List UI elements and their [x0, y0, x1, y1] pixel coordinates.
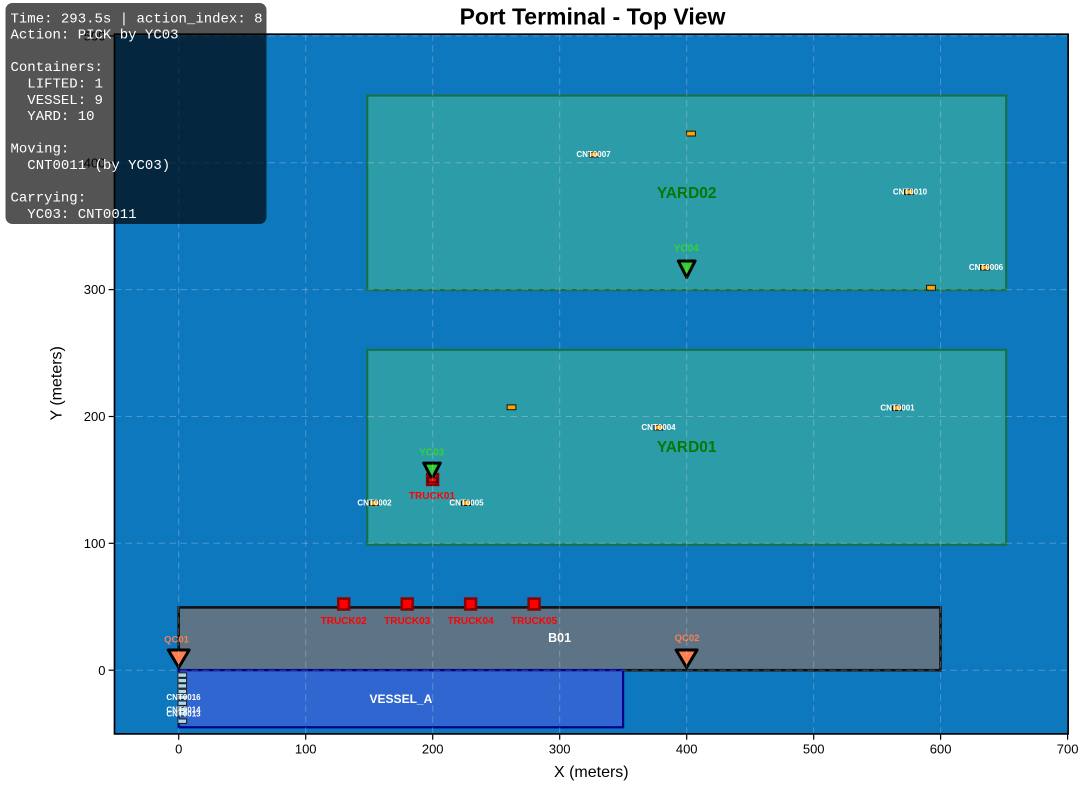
svg-text:YARD: 10: YARD: 10 — [11, 109, 95, 125]
svg-text:TRUCK04: TRUCK04 — [448, 616, 495, 627]
svg-text:CNT0016: CNT0016 — [166, 693, 201, 702]
svg-text:TRUCK02: TRUCK02 — [321, 616, 368, 627]
svg-text:TRUCK01: TRUCK01 — [409, 491, 456, 502]
svg-text:CNT0011 (by YC03): CNT0011 (by YC03) — [11, 158, 171, 174]
svg-text:400: 400 — [676, 742, 698, 757]
svg-text:X (meters): X (meters) — [554, 764, 629, 781]
svg-text:B01: B01 — [548, 631, 571, 645]
svg-text:Carrying:: Carrying: — [11, 191, 87, 207]
svg-text:TRUCK05: TRUCK05 — [511, 616, 558, 627]
svg-text:Containers:: Containers: — [11, 60, 103, 76]
svg-text:VESSEL: 9: VESSEL: 9 — [11, 93, 103, 109]
svg-text:Action: PICK by YC03: Action: PICK by YC03 — [11, 28, 179, 44]
svg-text:YC03: YC03 — [419, 448, 444, 459]
svg-text:CNT0006: CNT0006 — [969, 263, 1004, 272]
svg-text:CNT0007: CNT0007 — [576, 150, 611, 159]
svg-text:300: 300 — [84, 282, 106, 297]
svg-text:600: 600 — [930, 742, 952, 757]
svg-text:TRUCK03: TRUCK03 — [384, 616, 431, 627]
svg-text:QC02: QC02 — [675, 633, 700, 644]
svg-text:500: 500 — [803, 742, 825, 757]
svg-text:QC01: QC01 — [164, 635, 190, 646]
svg-text:YARD01: YARD01 — [657, 439, 717, 456]
svg-text:CNT0001: CNT0001 — [880, 404, 915, 413]
svg-text:LIFTED: 1: LIFTED: 1 — [11, 77, 103, 93]
svg-text:300: 300 — [549, 742, 571, 757]
svg-text:100: 100 — [295, 742, 317, 757]
svg-text:Moving:: Moving: — [11, 142, 70, 158]
svg-text:200: 200 — [84, 409, 106, 424]
svg-text:Y (meters): Y (meters) — [49, 346, 66, 420]
svg-text:CNT0010: CNT0010 — [893, 188, 928, 197]
svg-text:YARD02: YARD02 — [657, 185, 717, 202]
svg-text:0: 0 — [175, 742, 182, 757]
svg-text:100: 100 — [84, 536, 106, 551]
svg-text:CNT0004: CNT0004 — [641, 423, 676, 432]
svg-text:VESSEL_A: VESSEL_A — [370, 692, 433, 706]
svg-text:YC04: YC04 — [674, 244, 699, 255]
svg-text:YC03: CNT0011: YC03: CNT0011 — [11, 207, 137, 223]
svg-text:CNT0005: CNT0005 — [449, 499, 484, 508]
svg-text:200: 200 — [422, 742, 444, 757]
svg-text:0: 0 — [98, 663, 105, 678]
svg-text:CNT0013: CNT0013 — [166, 709, 201, 718]
svg-text:Time: 293.5s | action_index: 8: Time: 293.5s | action_index: 8 — [11, 11, 263, 27]
svg-text:Port Terminal - Top View: Port Terminal - Top View — [460, 4, 726, 30]
svg-text:CNT0002: CNT0002 — [357, 499, 392, 508]
svg-text:CNT0014: CNT0014 — [166, 705, 201, 714]
svg-text:700: 700 — [1057, 742, 1079, 757]
